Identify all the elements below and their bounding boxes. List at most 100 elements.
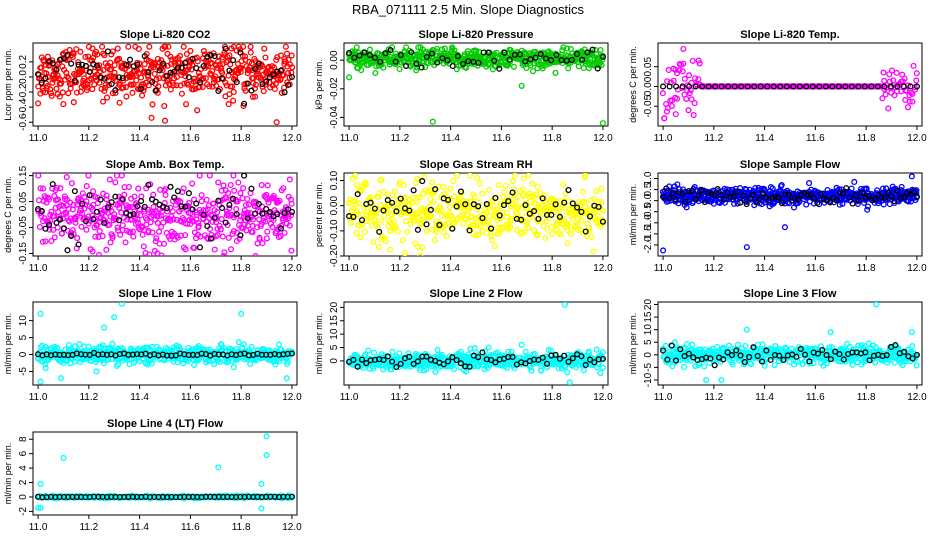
data-point (149, 229, 156, 236)
data-point (759, 189, 766, 197)
data-point (537, 51, 544, 58)
data-point (218, 187, 225, 194)
data-point (353, 44, 360, 51)
data-point (101, 219, 108, 227)
data-point (195, 219, 202, 227)
data-point (848, 83, 855, 90)
data-point (683, 95, 690, 102)
data-point (83, 226, 90, 233)
data-point (665, 66, 672, 73)
data-point (73, 213, 80, 220)
data-points (659, 302, 920, 384)
data-point (423, 221, 430, 228)
data-point (93, 208, 100, 215)
data-point (479, 215, 486, 222)
data-point (92, 233, 99, 240)
data-point (49, 181, 56, 188)
data-point (663, 108, 670, 115)
data-point (599, 207, 606, 214)
data-point (522, 201, 529, 209)
data-point (881, 194, 888, 202)
data-point (757, 83, 764, 90)
data-point (198, 192, 205, 199)
data-point (42, 225, 49, 232)
data-point (680, 60, 687, 67)
y-tick-label: -2.0 (643, 236, 654, 254)
data-point (271, 85, 278, 92)
data-point (186, 199, 193, 207)
data-point (692, 362, 699, 370)
data-point (751, 83, 758, 90)
data-point (83, 183, 90, 190)
data-point (237, 232, 244, 239)
data-point (112, 89, 119, 96)
data-point (506, 56, 513, 63)
data-point (391, 188, 398, 195)
data-point (661, 115, 668, 122)
data-point (164, 217, 171, 224)
data-point (505, 198, 512, 205)
data-point (163, 72, 170, 80)
data-point (93, 62, 100, 69)
data-point (794, 200, 802, 207)
data-point (433, 228, 440, 235)
data-point (56, 93, 63, 100)
data-point (388, 212, 395, 219)
data-point (144, 72, 152, 79)
data-point (134, 61, 141, 68)
data-point (460, 220, 467, 227)
data-point (748, 360, 755, 367)
data-point (126, 203, 133, 211)
data-point (568, 230, 575, 238)
data-point (878, 194, 885, 201)
data-point (151, 247, 158, 254)
data-point (513, 226, 520, 233)
data-point (47, 86, 54, 93)
data-point (451, 193, 458, 200)
data-point (894, 83, 901, 90)
data-point (57, 216, 64, 223)
data-point (412, 240, 419, 247)
data-point (474, 222, 481, 229)
data-point (278, 89, 285, 96)
data-point (127, 56, 134, 63)
data-point (676, 67, 683, 74)
data-point (286, 222, 293, 229)
data-point (522, 360, 529, 367)
data-point (119, 345, 126, 352)
data-point (529, 180, 536, 187)
data-point (286, 176, 293, 183)
data-point (370, 238, 377, 246)
data-point (242, 202, 250, 209)
data-point (162, 43, 169, 50)
data-point (580, 188, 587, 195)
data-point (756, 195, 763, 202)
data-point (264, 182, 271, 189)
data-point (86, 192, 93, 199)
data-point (167, 86, 174, 93)
data-point (785, 191, 792, 198)
data-point (663, 185, 670, 192)
data-point (156, 228, 163, 235)
data-point (501, 188, 508, 196)
data-point (901, 75, 908, 82)
data-point (428, 50, 436, 57)
data-point (475, 354, 482, 361)
data-point (725, 83, 732, 90)
data-point (556, 355, 563, 362)
data-point (392, 223, 399, 231)
x-tick-label: 11.0 (340, 263, 359, 274)
data-point (273, 56, 280, 64)
data-point (846, 194, 853, 201)
data-point (568, 56, 575, 63)
data-point (361, 228, 368, 235)
data-point (479, 349, 486, 356)
data-point (230, 364, 237, 371)
data-point (37, 185, 44, 192)
data-point (108, 51, 115, 58)
data-point (836, 186, 843, 193)
data-point (225, 190, 232, 197)
data-point (94, 200, 101, 207)
data-point (476, 180, 483, 187)
data-point (564, 369, 571, 376)
